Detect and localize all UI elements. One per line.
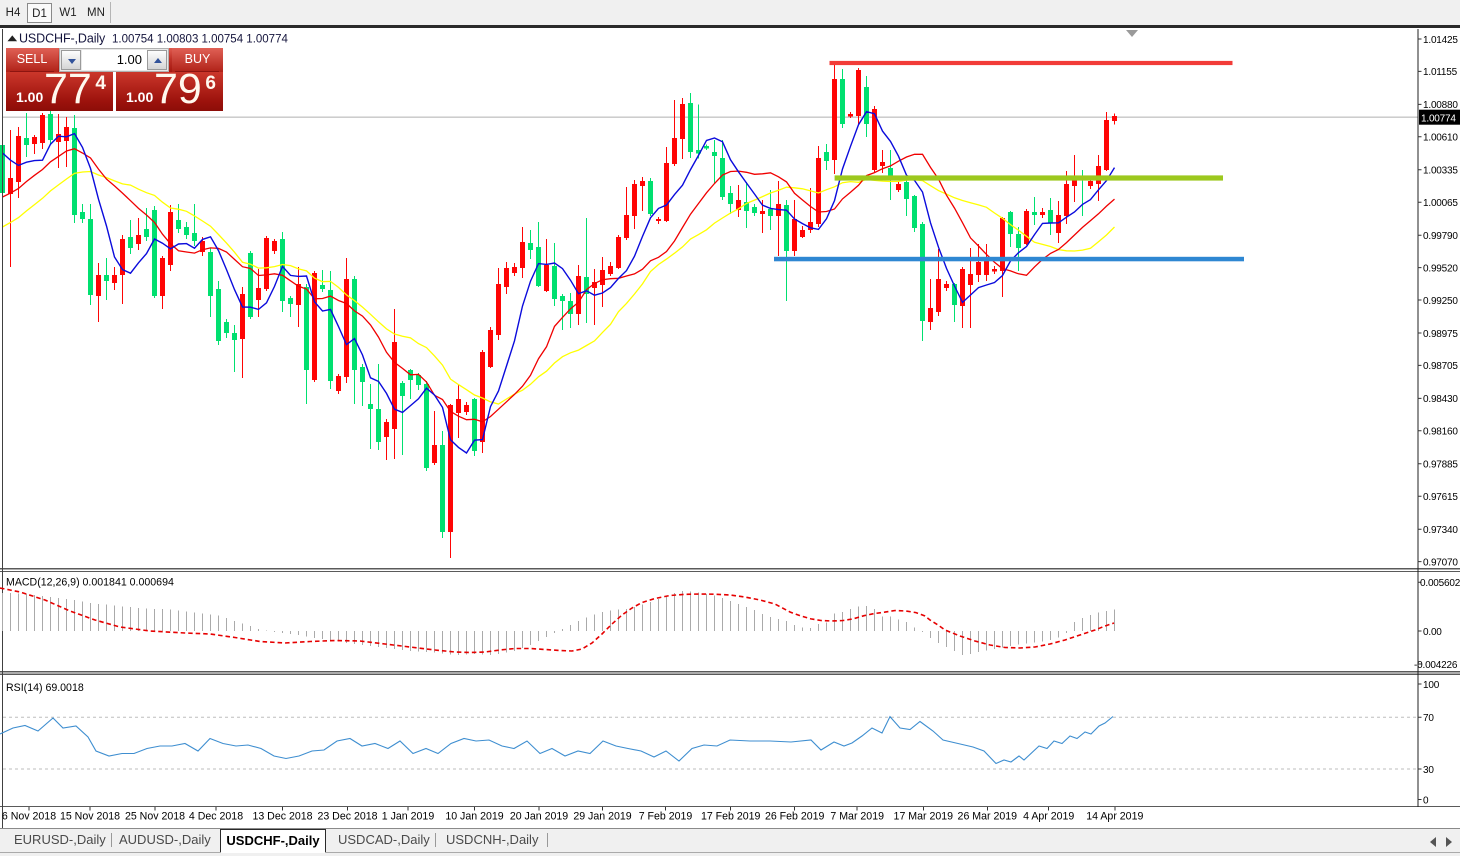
svg-text:7 Feb 2019: 7 Feb 2019 [639,811,693,823]
svg-text:0.98705: 0.98705 [1423,361,1458,372]
svg-text:14 Apr 2019: 14 Apr 2019 [1086,811,1143,823]
svg-text:4 Dec 2018: 4 Dec 2018 [189,811,243,823]
svg-text:1.00880: 1.00880 [1423,100,1458,111]
svg-text:0.98975: 0.98975 [1423,329,1458,340]
svg-text:10 Jan 2019: 10 Jan 2019 [445,811,503,823]
svg-text:0.97615: 0.97615 [1423,492,1458,503]
svg-text:0.99250: 0.99250 [1423,296,1458,307]
svg-text:6 Nov 2018: 6 Nov 2018 [2,811,56,823]
svg-text:1.00065: 1.00065 [1423,198,1458,209]
svg-text:1.01155: 1.01155 [1423,67,1458,78]
svg-text:0.97885: 0.97885 [1423,460,1458,471]
svg-text:0: 0 [1423,795,1429,806]
svg-text:30: 30 [1423,765,1434,776]
svg-text:0.97340: 0.97340 [1423,525,1458,536]
svg-text:USDCHF-,Daily: USDCHF-,Daily [19,32,106,46]
svg-text:7 Mar 2019: 7 Mar 2019 [830,811,884,823]
svg-text:0.99790: 0.99790 [1423,231,1458,242]
svg-text:1 Jan 2019: 1 Jan 2019 [382,811,435,823]
svg-text:1.00754 1.00803 1.00754 1.0077: 1.00754 1.00803 1.00754 1.00774 [112,34,288,46]
svg-text:13 Dec 2018: 13 Dec 2018 [252,811,312,823]
svg-text:0.98430: 0.98430 [1423,394,1458,405]
svg-text:-0.004226: -0.004226 [1414,660,1458,671]
svg-text:0.98160: 0.98160 [1423,427,1458,438]
svg-text:23 Dec 2018: 23 Dec 2018 [317,811,377,823]
svg-text:0.97070: 0.97070 [1423,557,1458,568]
svg-text:29 Jan 2019: 29 Jan 2019 [573,811,631,823]
svg-text:0.005602: 0.005602 [1420,578,1460,589]
svg-text:1.00610: 1.00610 [1423,133,1458,144]
svg-text:70: 70 [1423,713,1434,724]
svg-text:1.00774: 1.00774 [1421,114,1456,125]
svg-text:100: 100 [1423,680,1440,691]
svg-text:1.00335: 1.00335 [1423,166,1458,177]
svg-text:15 Nov 2018: 15 Nov 2018 [60,811,120,823]
svg-text:17 Feb 2019: 17 Feb 2019 [701,811,761,823]
svg-text:MACD(12,26,9) 0.001841 0.00069: MACD(12,26,9) 0.001841 0.000694 [6,577,174,589]
svg-text:RSI(14) 69.0018: RSI(14) 69.0018 [6,682,84,694]
svg-text:17 Mar 2019: 17 Mar 2019 [894,811,954,823]
svg-text:1.01425: 1.01425 [1423,35,1458,46]
svg-text:26 Feb 2019: 26 Feb 2019 [765,811,825,823]
svg-text:20 Jan 2019: 20 Jan 2019 [510,811,568,823]
svg-text:26 Mar 2019: 26 Mar 2019 [958,811,1018,823]
svg-text:25 Nov 2018: 25 Nov 2018 [125,811,185,823]
svg-text:0.99520: 0.99520 [1423,263,1458,274]
svg-text:4 Apr 2019: 4 Apr 2019 [1023,811,1074,823]
svg-text:0.00: 0.00 [1423,627,1442,638]
